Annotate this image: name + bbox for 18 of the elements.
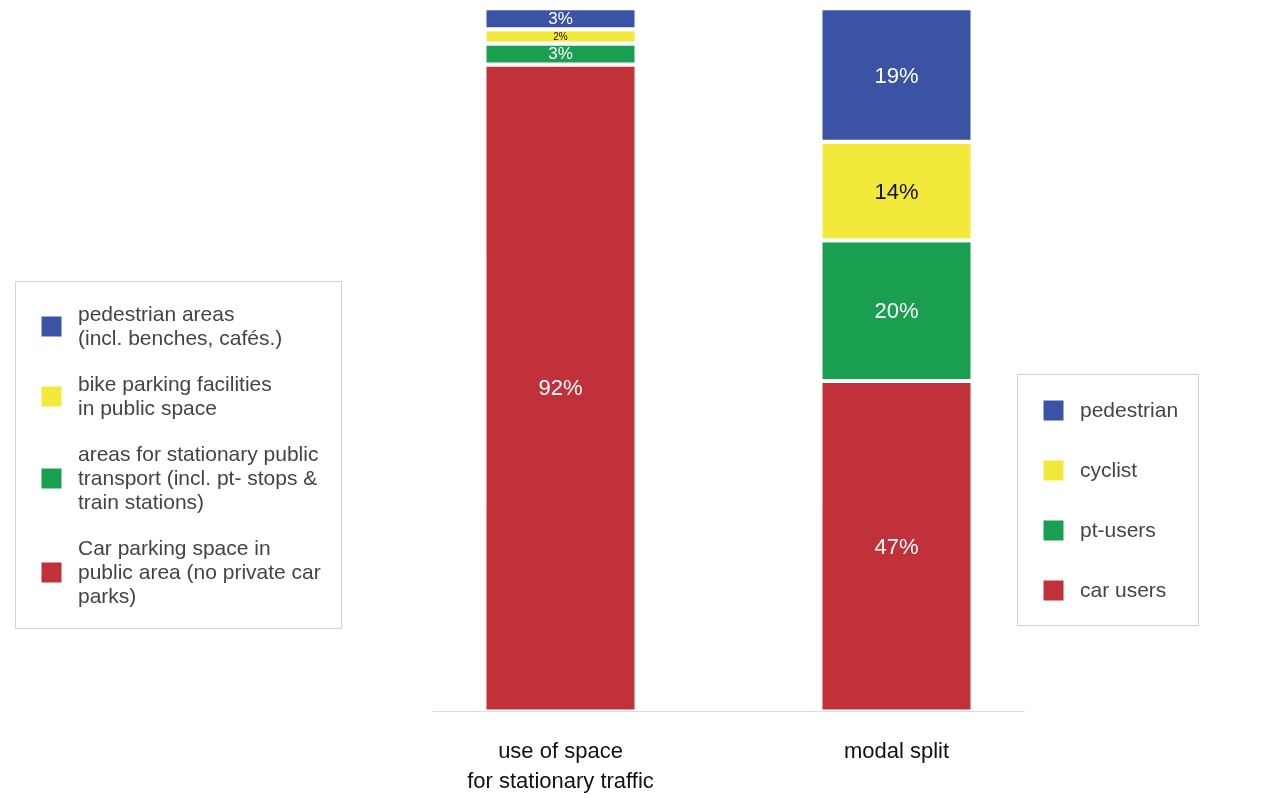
data-label: 2% (553, 30, 568, 42)
x-tick-label: use of space for stationary traffic (467, 737, 654, 793)
data-label: 14% (874, 178, 919, 204)
legend-label: cyclist (1080, 457, 1138, 483)
data-label: 92% (538, 375, 583, 401)
legend-label: bike parking facilities in public space (78, 372, 272, 420)
legend-label: pt-users (1080, 517, 1156, 543)
data-label: 20% (874, 298, 919, 324)
data-label: 47% (874, 533, 919, 559)
data-label: 3% (548, 44, 573, 64)
legend-label: Car parking space in public area (no private car parks) (78, 536, 321, 608)
data-label: 3% (548, 9, 573, 29)
legend-label: car users (1080, 577, 1167, 603)
data-label: 19% (874, 62, 919, 88)
legend-label: pedestrian areas (incl. benches, cafés.) (78, 302, 283, 350)
legend-label: pedestrian (1080, 397, 1179, 423)
legend-label: areas for stationary public transport (incl. pt- stops & train stations) (78, 442, 319, 514)
x-tick-label: modal split (843, 737, 950, 763)
